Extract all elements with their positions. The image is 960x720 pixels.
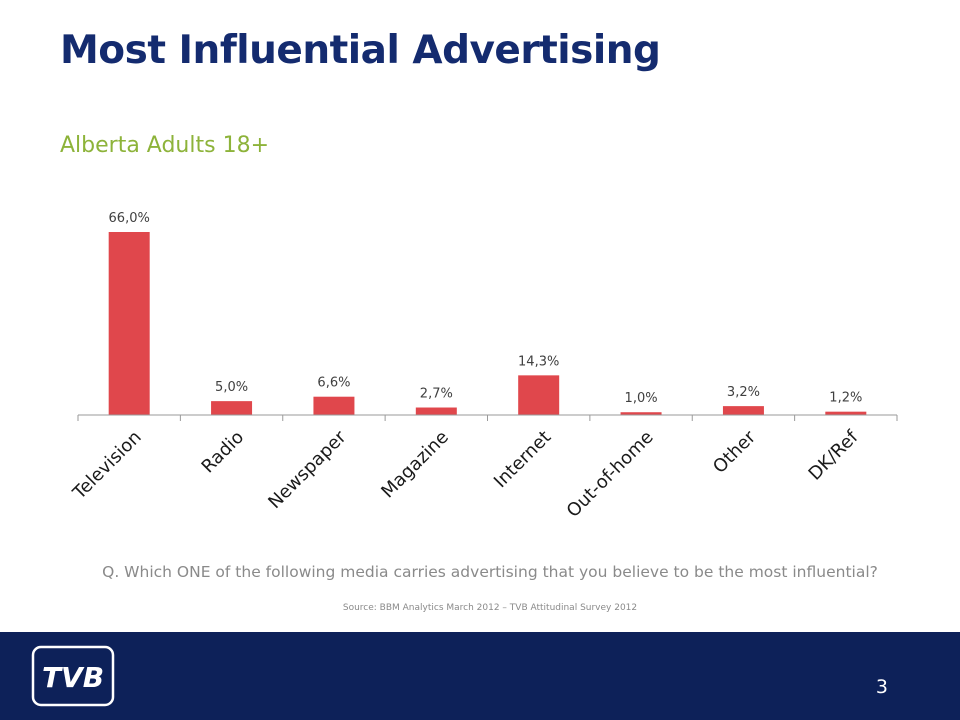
page-number: 3 <box>875 676 888 698</box>
x-tick-label: Magazine <box>377 427 453 503</box>
tvb-logo-icon: TVB <box>31 645 115 707</box>
bar-chart: 66,0% 5,0% 6,6% 2,7% 14,3% 1,0% 3,2% 1,2% Telev… <box>68 211 898 522</box>
survey-question: Q. Which ONE of the following media carr… <box>102 563 878 581</box>
x-tick-label: Other <box>709 426 760 477</box>
data-label: 5,0% <box>215 380 248 395</box>
x-tick-label: DK/Ref <box>805 426 863 484</box>
bars-layer <box>108 232 867 415</box>
logo-text: TVB <box>42 661 104 694</box>
bar-out-of-home <box>620 412 662 415</box>
bar-television <box>108 232 150 415</box>
bar-other <box>722 406 764 415</box>
bar-magazine <box>415 407 457 415</box>
source-note: Source: BBM Analytics March 2012 – TVB A… <box>342 603 638 613</box>
data-label: 6,6% <box>317 376 350 391</box>
x-tick-label: Internet <box>490 427 555 492</box>
footer-bar: TVB 3 <box>0 632 960 720</box>
x-tick-label: Television <box>68 427 145 504</box>
tick-labels-layer: Television Radio Newspaper Magazine Internet… <box>68 426 863 521</box>
data-label: 1,2% <box>829 391 862 406</box>
axis-layer <box>77 414 898 421</box>
data-label: 2,7% <box>420 387 453 402</box>
bar-internet <box>518 375 560 415</box>
bar-radio <box>211 401 253 415</box>
data-label: 14,3% <box>518 354 559 369</box>
data-label: 66,0% <box>109 211 150 226</box>
data-label: 3,2% <box>727 385 760 400</box>
x-tick-label: Newspaper <box>264 426 351 513</box>
slide-title: Most Influential Advertising <box>60 28 661 73</box>
bar-newspaper <box>313 396 355 415</box>
bar-dk-ref <box>825 411 867 415</box>
data-labels-layer: 66,0% 5,0% 6,6% 2,7% 14,3% 1,0% 3,2% 1,2% <box>109 211 863 406</box>
x-tick-label: Radio <box>198 427 249 478</box>
slide-subtitle: Alberta Adults 18+ <box>60 133 269 158</box>
data-label: 1,0% <box>625 391 658 406</box>
x-tick-label: Out-of-home <box>563 427 658 522</box>
